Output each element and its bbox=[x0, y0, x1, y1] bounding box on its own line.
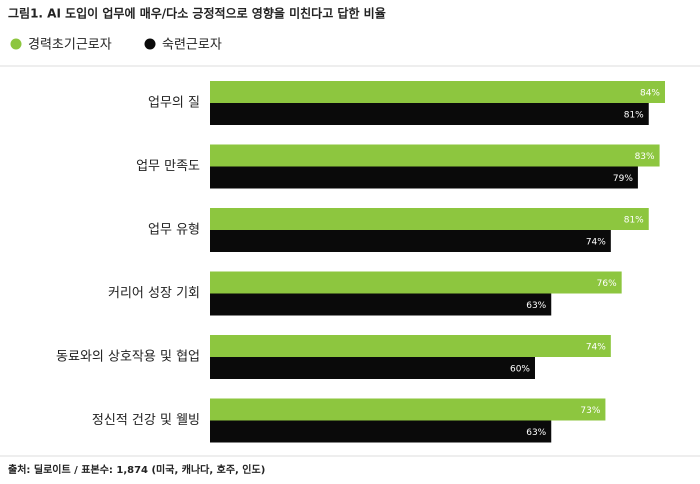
chart-title: 그림1. AI 도입이 업무에 매우/다소 긍정적으로 영향을 미친다고 답한 … bbox=[8, 6, 386, 21]
category-label: 동료와의 상호작용 및 협업 bbox=[56, 350, 200, 365]
category-label: 업무 유형 bbox=[148, 223, 200, 238]
value-label: 81% bbox=[624, 111, 644, 121]
value-label: 79% bbox=[613, 174, 633, 184]
value-label: 60% bbox=[510, 365, 530, 375]
value-label: 83% bbox=[635, 152, 655, 162]
legend-marker bbox=[10, 38, 22, 50]
bar bbox=[210, 103, 649, 125]
bar bbox=[210, 293, 552, 316]
category-label: 커리어 성장 기회 bbox=[108, 286, 200, 301]
bar bbox=[210, 208, 649, 230]
bar bbox=[210, 271, 622, 294]
bar bbox=[210, 420, 552, 443]
category-label: 업무의 질 bbox=[148, 96, 200, 111]
source-note: 출처: 딜로이트 / 표본수: 1,874 (미국, 캐나다, 호주, 인도) bbox=[8, 463, 265, 476]
bar bbox=[210, 144, 660, 167]
value-label: 76% bbox=[597, 279, 617, 289]
category-label: 정신적 건강 및 웰빙 bbox=[92, 413, 200, 428]
value-label: 74% bbox=[586, 343, 606, 353]
value-label: 81% bbox=[624, 216, 644, 226]
legend-marker bbox=[144, 38, 156, 50]
bar bbox=[210, 335, 611, 357]
bar bbox=[210, 357, 535, 379]
value-label: 74% bbox=[586, 238, 606, 248]
bar bbox=[210, 230, 611, 252]
legend-label: 숙련근로자 bbox=[162, 38, 222, 53]
bar bbox=[210, 166, 638, 189]
value-label: 84% bbox=[640, 89, 660, 99]
bar bbox=[210, 81, 665, 103]
category-label: 업무 만족도 bbox=[136, 159, 200, 174]
value-label: 73% bbox=[580, 406, 600, 416]
legend-label: 경력초기근로자 bbox=[28, 38, 112, 53]
value-label: 63% bbox=[526, 428, 546, 438]
value-label: 63% bbox=[526, 301, 546, 311]
bar bbox=[210, 398, 606, 421]
